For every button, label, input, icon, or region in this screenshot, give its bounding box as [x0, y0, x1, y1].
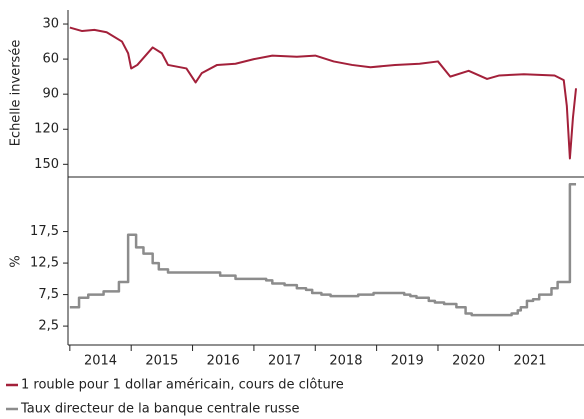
legend-label: Taux directeur de la banque centrale rus… — [20, 402, 300, 417]
legend-label: 1 rouble pour 1 dollar américain, cours … — [21, 378, 344, 393]
y-tick-label: 12,5 — [30, 256, 59, 271]
x-tick-label: 2020 — [452, 354, 485, 369]
y-tick-label: 2,5 — [38, 319, 59, 334]
x-tick-label: 2015 — [145, 354, 178, 369]
y-tick-label: 7,5 — [38, 287, 59, 302]
y-tick-label: 150 — [34, 157, 59, 172]
y-tick-label: 60 — [42, 52, 59, 67]
x-tick-label: 2016 — [207, 354, 240, 369]
x-tick-label: 2018 — [329, 354, 362, 369]
x-tick-label: 2019 — [391, 354, 424, 369]
y-tick-label: 30 — [42, 17, 59, 32]
series-line — [69, 26, 578, 160]
y-axis-label: % — [9, 255, 24, 267]
y-tick-label: 17,5 — [30, 224, 59, 239]
y-tick-label: 90 — [42, 87, 59, 102]
x-tick-label: 2017 — [268, 354, 301, 369]
y-tick-label: 120 — [34, 122, 59, 137]
x-tick-label: 2021 — [513, 354, 546, 369]
series-line — [69, 183, 577, 317]
x-tick-label: 2014 — [84, 354, 117, 369]
y-axis-label: Echelle inversée — [9, 40, 24, 147]
